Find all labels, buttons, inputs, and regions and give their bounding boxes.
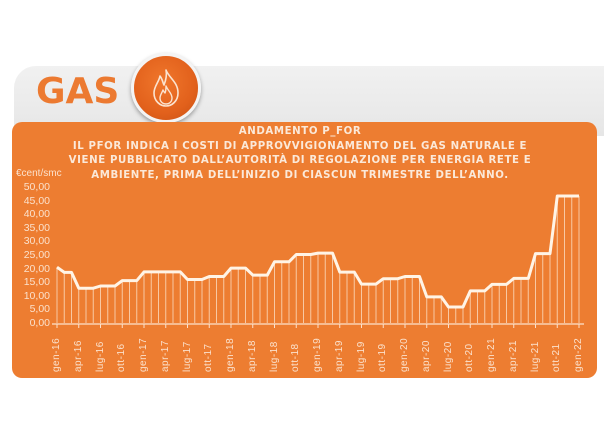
y-tick-label: 0,00 (29, 317, 50, 329)
y-tick-label: 25,00 (23, 249, 50, 261)
y-tick-label: 45,00 (23, 194, 50, 207)
flame-badge (131, 53, 201, 123)
category-title: GAS (36, 71, 120, 112)
y-axis-unit: €cent/smc (16, 168, 62, 179)
y-tick-label: 40,00 (23, 208, 50, 221)
y-tick-label: 35,00 (23, 221, 50, 234)
y-tick-label: 30,00 (23, 235, 50, 248)
series-line-pfor (56, 194, 579, 309)
y-tick-label: 10,00 (23, 289, 50, 302)
y-tick-label: 50,00 (23, 181, 50, 193)
chart-panel (12, 122, 597, 378)
chart-description-line: VIENE PUBBLICATO DALL’AUTORITÀ DI REGOLA… (68, 155, 532, 166)
chart-description-line: IL PFOR INDICA I COSTI DI APPROVVIGIONAM… (72, 140, 528, 152)
chart-heading: ANDAMENTO P_FOR IL PFOR INDICA I COSTI D… (60, 125, 540, 183)
chart-title: ANDAMENTO P_FOR (238, 126, 362, 137)
chart-description-line: AMBIENTE, PRIMA DELL’INIZIO DI CIASCUN T… (91, 169, 509, 181)
flame-icon (153, 69, 179, 107)
y-tick-label: 5,00 (29, 303, 50, 316)
y-tick-label: 20,00 (23, 262, 50, 275)
y-tick-label: 15,00 (23, 276, 50, 289)
